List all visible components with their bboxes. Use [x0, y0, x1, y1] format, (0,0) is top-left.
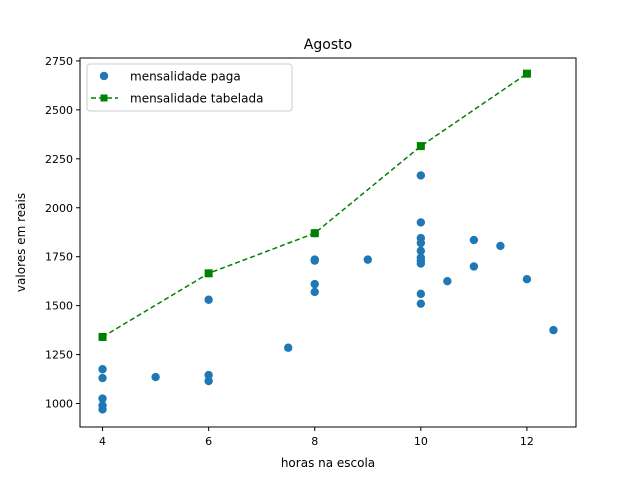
y-tick-label: 1000 — [45, 398, 73, 411]
data-point-mensalidade-tabelada — [204, 269, 213, 278]
plot-area — [98, 69, 558, 414]
x-tick-label: 10 — [414, 435, 428, 448]
data-point-mensalidade-paga — [98, 394, 107, 403]
data-point-mensalidade-paga — [310, 287, 319, 297]
legend-marker-mensalidade-paga — [99, 71, 109, 81]
data-point-mensalidade-paga — [284, 343, 293, 352]
y-tick-label: 2000 — [45, 202, 73, 215]
x-axis: 4 6 8 10 12 — [99, 427, 534, 448]
x-tick-label: 8 — [311, 435, 318, 448]
data-point-mensalidade-paga — [416, 238, 426, 248]
data-point-mensalidade-tabelada — [98, 332, 107, 341]
data-point-mensalidade-paga — [204, 295, 213, 304]
legend-marker-mensalidade-tabelada — [100, 94, 108, 102]
data-point-mensalidade-paga — [310, 279, 319, 289]
data-point-mensalidade-paga — [98, 365, 107, 374]
chart-title: Agosto — [304, 37, 352, 53]
data-point-mensalidade-paga — [204, 376, 213, 386]
data-point-mensalidade-paga — [443, 276, 452, 286]
data-point-mensalidade-paga — [416, 246, 426, 256]
data-point-mensalidade-tabelada — [522, 69, 531, 78]
y-tick-label: 1250 — [45, 349, 73, 362]
data-point-mensalidade-paga — [151, 372, 160, 382]
legend-label-mensalidade-tabelada: mensalidade tabelada — [130, 92, 263, 106]
y-axis: 1000 1250 1500 1750 2000 2250 2500 2750 — [45, 55, 80, 411]
y-tick-label: 1750 — [45, 251, 73, 264]
axes-frame — [79, 57, 577, 428]
y-tick-label: 1500 — [45, 300, 73, 313]
data-point-mensalidade-paga — [363, 255, 372, 264]
data-point-mensalidade-paga — [98, 405, 107, 414]
data-point-mensalidade-paga — [416, 289, 426, 299]
legend-label-mensalidade-paga: mensalidade paga — [130, 70, 241, 84]
data-point-mensalidade-paga — [416, 218, 426, 227]
data-point-mensalidade-paga — [204, 370, 213, 380]
data-point-mensalidade-tabelada — [310, 229, 319, 238]
data-point-mensalidade-tabelada — [416, 142, 425, 151]
data-point-mensalidade-paga — [496, 241, 505, 251]
x-tick-label: 12 — [520, 435, 534, 448]
data-point-mensalidade-paga — [416, 171, 426, 180]
legend-box — [86, 63, 293, 112]
data-point-mensalidade-paga — [416, 299, 426, 308]
y-tick-label: 2250 — [45, 153, 73, 166]
legend: mensalidade paga mensalidade tabelada — [86, 63, 293, 112]
data-point-mensalidade-paga — [469, 262, 479, 271]
data-point-mensalidade-paga — [469, 235, 479, 245]
data-point-mensalidade-paga — [522, 275, 532, 284]
y-tick-label: 2500 — [45, 104, 73, 117]
data-point-mensalidade-paga — [549, 325, 558, 335]
data-point-mensalidade-paga — [98, 373, 107, 383]
x-tick-label: 4 — [99, 435, 106, 448]
x-axis-label: horas na escola — [281, 456, 375, 470]
y-tick-label: 2750 — [45, 55, 73, 68]
x-tick-label: 6 — [205, 435, 212, 448]
data-point-mensalidade-paga — [310, 256, 319, 265]
y-axis-label: valores em reais — [14, 193, 28, 292]
data-point-mensalidade-paga — [416, 259, 426, 268]
series-line-mensalidade-tabelada — [102, 73, 528, 338]
